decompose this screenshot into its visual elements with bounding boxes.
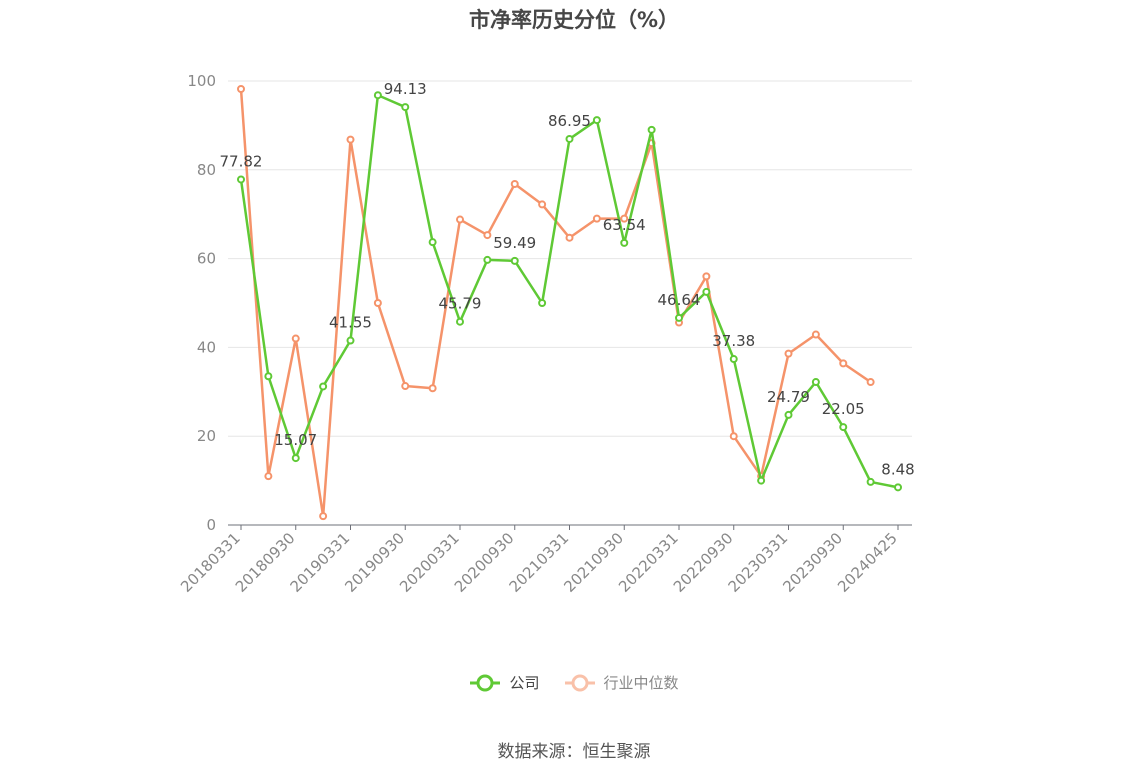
- data-point-industry: [729, 432, 738, 441]
- legend-item-industry[interactable]: 行业中位数: [564, 672, 679, 693]
- data-point-industry: [428, 384, 437, 393]
- data-point-industry: [401, 382, 410, 391]
- data-point-industry: [565, 233, 574, 242]
- data-label-company: 22.05: [822, 400, 865, 418]
- data-point-industry: [620, 214, 629, 223]
- green-line-circle-icon: [470, 674, 501, 691]
- data-label-company: 15.07: [274, 431, 317, 449]
- data-point-company: [264, 372, 273, 381]
- y-tick-label: 40: [197, 338, 216, 356]
- source-note: 数据来源：恒生聚源: [497, 742, 651, 762]
- data-point-company: [237, 175, 245, 184]
- legend-label-industry: 行业中位数: [603, 674, 679, 692]
- data-point-company: [729, 355, 738, 364]
- data-point-company: [647, 125, 656, 134]
- data-point-industry: [237, 84, 245, 93]
- data-point-industry: [866, 378, 875, 387]
- data-point-industry: [319, 512, 328, 521]
- data-label-company: 59.49: [493, 234, 536, 252]
- data-point-company: [811, 378, 820, 387]
- data-point-industry: [346, 135, 355, 144]
- gridlines: [228, 80, 912, 437]
- data-point-company: [346, 336, 355, 345]
- data-point-company: [784, 410, 793, 419]
- data-labels: 77.82 15.07 41.55 94.13 45.79 59.49 86.95 63.54…: [220, 80, 915, 478]
- data-point-company: [839, 423, 848, 432]
- data-point-company: [401, 103, 410, 112]
- data-label-company: 41.55: [329, 314, 372, 332]
- data-label-company: 63.54: [603, 216, 646, 234]
- y-tick-label: 20: [197, 427, 216, 445]
- y-tick-label: 80: [197, 161, 216, 179]
- legend-item-company[interactable]: 公司: [469, 672, 540, 693]
- data-point-company: [675, 313, 683, 322]
- data-point-company: [319, 382, 328, 391]
- data-point-company: [592, 116, 601, 125]
- data-point-company: [428, 238, 437, 247]
- data-point-company: [456, 317, 464, 326]
- data-point-company: [620, 238, 629, 247]
- data-point-industry: [592, 214, 601, 223]
- data-point-company: [373, 91, 382, 100]
- data-label-company: 86.95: [548, 112, 591, 130]
- data-point-company: [538, 299, 547, 307]
- x-tick-label: 20240425: [834, 529, 901, 596]
- y-tick-label: 60: [197, 250, 216, 268]
- data-label-company: 45.79: [439, 295, 482, 313]
- data-label-company: 24.79: [767, 388, 810, 406]
- data-label-company: 77.82: [220, 152, 263, 170]
- axes: 0204060801002018033120180930201903312019…: [177, 72, 912, 596]
- orange-line-circle-icon: [564, 674, 595, 691]
- data-point-industry: [264, 472, 273, 481]
- y-tick-label: 100: [187, 72, 216, 90]
- series-lines: [237, 84, 902, 521]
- data-point-company: [483, 255, 492, 264]
- data-point-industry: [373, 299, 382, 307]
- line-chart: 0204060801002018033120180930201903312019…: [177, 72, 915, 596]
- data-label-company: 46.64: [658, 291, 701, 309]
- data-point-company: [757, 476, 766, 485]
- data-point-company: [894, 483, 902, 492]
- series-line-industry: [239, 88, 872, 518]
- chart-title: 市净率历史分位（%）: [468, 8, 680, 32]
- y-tick-label: 0: [206, 516, 216, 534]
- data-label-company: 8.48: [881, 460, 914, 478]
- data-point-industry: [483, 231, 492, 240]
- data-point-industry: [839, 359, 848, 368]
- data-point-industry: [811, 330, 820, 339]
- data-label-company: 94.13: [384, 80, 427, 98]
- data-point-company: [510, 256, 519, 265]
- data-label-company: 37.38: [712, 332, 755, 350]
- data-point-company: [291, 454, 300, 463]
- data-point-company: [866, 477, 875, 486]
- data-point-industry: [538, 200, 547, 209]
- legend-label-company: 公司: [509, 674, 540, 692]
- legend: 公司 行业中位数: [0, 672, 1148, 693]
- data-point-industry: [456, 215, 464, 224]
- data-point-company: [565, 134, 574, 143]
- data-point-company: [702, 287, 711, 296]
- data-point-industry: [784, 349, 793, 358]
- data-point-industry: [510, 180, 519, 189]
- data-point-industry: [291, 334, 300, 343]
- data-point-industry: [702, 272, 711, 281]
